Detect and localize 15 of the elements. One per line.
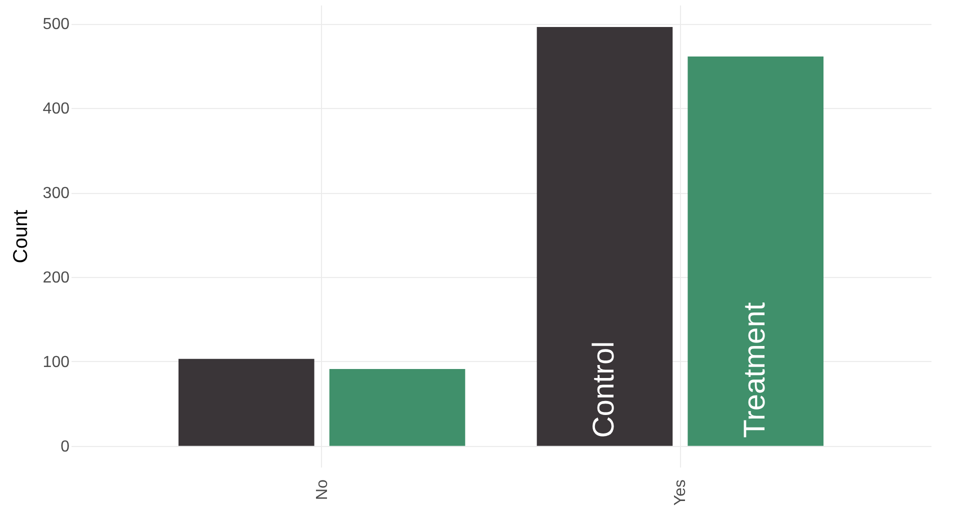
bar — [536, 26, 673, 446]
y-axis-title: Count — [10, 209, 32, 264]
y-tick-label: 300 — [42, 185, 70, 202]
series-label: Treatment — [738, 302, 772, 438]
y-tick-label: 400 — [42, 100, 70, 118]
series-label: Control — [588, 341, 621, 438]
y-tick-label: 500 — [42, 16, 70, 34]
bar — [178, 358, 314, 446]
bar — [329, 369, 466, 446]
y-tick-label: 0 — [60, 438, 70, 456]
x-tick-label: No — [314, 479, 331, 500]
x-tick-label: Yes — [672, 480, 690, 506]
bar — [688, 56, 824, 446]
y-tick-label: 200 — [42, 269, 70, 286]
y-tick-label: 100 — [42, 354, 70, 371]
